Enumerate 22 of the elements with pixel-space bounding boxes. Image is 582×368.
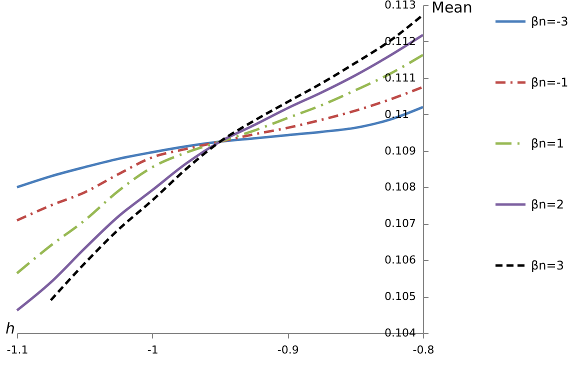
y-tick-label: 0.104 bbox=[384, 326, 416, 340]
x-axis-title: h bbox=[6, 320, 16, 338]
legend-label: βn=2 bbox=[531, 198, 564, 212]
y-tick-label: 0.108 bbox=[384, 180, 416, 194]
y-tick-label: 0.109 bbox=[384, 144, 416, 158]
y-axis-title: Mean bbox=[432, 0, 472, 16]
line-series bbox=[50, 14, 424, 302]
y-tick-label: 0.106 bbox=[384, 254, 416, 267]
line-series bbox=[16, 34, 424, 312]
legend-label: βn=3 bbox=[531, 258, 564, 272]
legend-label: βn=-1 bbox=[531, 76, 568, 90]
y-tick-label: 0.107 bbox=[384, 217, 416, 230]
y-tick-label: 0.105 bbox=[384, 290, 416, 304]
legend-label: βn=1 bbox=[531, 136, 564, 150]
y-tick-label: 0.113 bbox=[384, 0, 416, 12]
legend-label: βn=-3 bbox=[531, 14, 568, 28]
x-tick-label: -0.8 bbox=[412, 344, 434, 356]
x-tick-label: -1.1 bbox=[6, 344, 28, 356]
y-tick-label: 0.111 bbox=[384, 71, 416, 84]
x-tick-label: -0.9 bbox=[277, 344, 299, 356]
x-tick-label: -1 bbox=[147, 344, 158, 356]
line-series bbox=[16, 54, 424, 274]
